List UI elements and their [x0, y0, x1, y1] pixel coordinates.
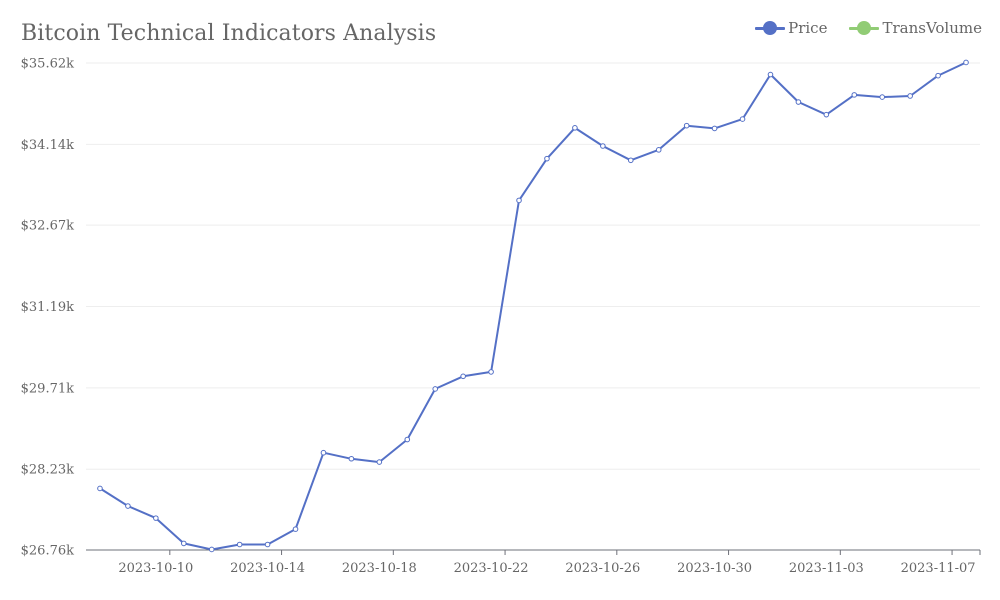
x-tick-label: 2023-11-03	[789, 561, 864, 576]
y-tick-label: $31.19k	[21, 300, 74, 315]
data-point-price	[683, 122, 690, 129]
x-tick-label: 2023-10-22	[454, 561, 529, 576]
data-point-price	[907, 93, 913, 99]
data-point-price	[655, 147, 662, 153]
data-point-price	[516, 197, 522, 204]
y-tick-label: $34.14k	[21, 138, 74, 153]
data-point-price	[739, 116, 746, 122]
data-point-price	[292, 526, 299, 532]
y-tick-label: $29.71k	[21, 381, 74, 396]
data-point-price	[767, 71, 774, 78]
x-tick-label: 2023-11-07	[901, 561, 976, 576]
data-point-price	[376, 459, 383, 465]
x-tick-label: 2023-10-10	[118, 561, 193, 576]
data-point-price	[125, 503, 131, 509]
data-point-price	[404, 436, 411, 443]
data-point-price	[600, 143, 606, 149]
legend-swatch-price	[755, 21, 786, 35]
data-point-price	[823, 111, 830, 118]
data-point-price	[97, 485, 103, 492]
legend-item-price[interactable]: Price	[755, 19, 827, 37]
y-tick-label: $28.23k	[21, 463, 74, 478]
series-line-price	[99, 61, 967, 551]
data-point-price	[432, 386, 439, 392]
data-point-price	[572, 125, 578, 131]
data-point-price	[460, 373, 466, 380]
data-point-price	[711, 125, 718, 132]
legend-dot-price	[763, 21, 778, 35]
legend-dot-transvolume	[857, 21, 872, 35]
legend-label-price: Price	[788, 19, 828, 37]
x-tick-label: 2023-10-18	[342, 561, 417, 576]
legend: Price TransVolume	[755, 19, 982, 37]
data-point-price	[935, 72, 941, 79]
data-point-price	[963, 59, 969, 66]
x-tick-label: 2023-10-26	[565, 561, 640, 576]
data-point-price	[236, 541, 243, 548]
data-point-price	[320, 449, 327, 456]
y-tick-label: $26.76k	[21, 544, 74, 559]
chart-title: Bitcoin Technical Indicators Analysis	[21, 21, 437, 46]
y-tick-label: $32.67k	[21, 219, 74, 234]
data-point-price	[153, 515, 159, 521]
data-point-price	[544, 155, 550, 162]
legend-label-transvolume: TransVolume	[882, 19, 982, 37]
data-point-price	[795, 99, 802, 105]
data-point-price	[627, 157, 634, 164]
data-point-price	[348, 455, 355, 462]
legend-item-transvolume[interactable]: TransVolume	[849, 19, 982, 37]
data-point-price	[851, 92, 858, 98]
data-point-price	[264, 541, 271, 548]
data-point-price	[488, 369, 494, 375]
x-tick-label: 2023-10-30	[677, 561, 752, 576]
y-tick-label: $35.62k	[21, 57, 74, 72]
data-point-price	[180, 540, 187, 547]
data-point-price	[879, 94, 886, 100]
x-tick-label: 2023-10-14	[230, 561, 305, 576]
data-point-price	[208, 546, 215, 553]
legend-swatch-transvolume	[849, 21, 880, 35]
